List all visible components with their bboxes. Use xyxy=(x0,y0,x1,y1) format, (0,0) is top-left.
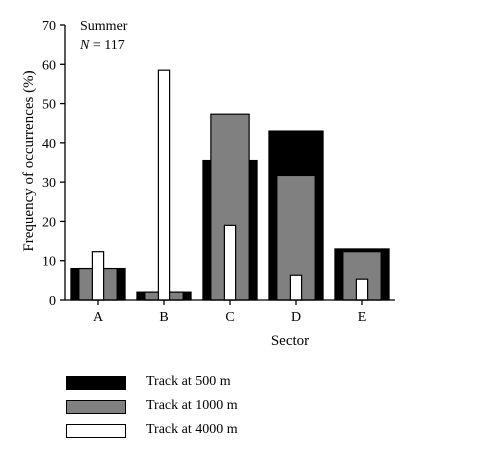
y-tick-label: 30 xyxy=(42,176,56,191)
y-axis-label: Frequency of occurrences (%) xyxy=(21,70,37,251)
x-tick-label: D xyxy=(291,310,301,325)
y-tick-label: 60 xyxy=(42,58,56,73)
legend-swatch-500m xyxy=(66,376,126,390)
bar-4000m-b xyxy=(157,69,171,301)
y-tick-label: 70 xyxy=(42,19,56,34)
bar-chart: 0 10 20 30 40 50 60 70 A B C D E Summer N = 117 Sec… xyxy=(21,19,395,349)
bar-4000m-c xyxy=(223,224,237,301)
annotation-season: Summer xyxy=(80,19,128,34)
legend-label-500m: Track at 500 m xyxy=(146,374,231,389)
bar-4000m-e xyxy=(355,278,369,301)
x-tick-label: C xyxy=(225,310,234,325)
legend-swatch-1000m xyxy=(66,400,126,414)
x-tick-label: A xyxy=(93,310,104,325)
x-axis-label: Sector xyxy=(271,333,309,349)
y-tick-label: 50 xyxy=(42,98,56,113)
bar-4000m-a xyxy=(91,251,105,301)
bar-4000m-d xyxy=(289,274,303,301)
legend-label-4000m: Track at 4000 m xyxy=(146,422,238,437)
y-tick-label: 0 xyxy=(49,294,56,309)
y-tick-label: 40 xyxy=(42,137,56,152)
x-tick-label: B xyxy=(159,310,168,325)
y-tick-label: 10 xyxy=(42,255,56,270)
annotation-sample-size: N = 117 xyxy=(79,38,125,53)
y-tick-label: 20 xyxy=(42,215,56,230)
legend-swatch-4000m xyxy=(66,424,126,438)
legend-label-1000m: Track at 1000 m xyxy=(146,398,238,413)
x-tick-label: E xyxy=(358,310,367,325)
